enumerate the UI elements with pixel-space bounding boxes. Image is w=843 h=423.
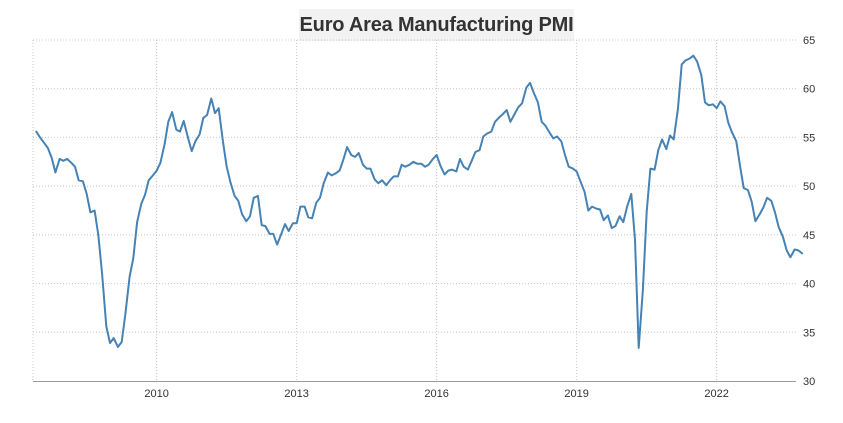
x-tick-label: 2022 [704, 388, 728, 400]
x-tick-label: 2019 [564, 388, 588, 400]
x-tick-label: 2010 [144, 388, 168, 400]
y-tick-label: 60 [803, 84, 815, 96]
grid-layer [32, 39, 796, 381]
y-tick-label: 55 [803, 132, 815, 144]
x-tick-label: 2016 [424, 388, 448, 400]
y-tick-label: 50 [803, 181, 815, 193]
y-tick-label: 45 [803, 230, 815, 242]
chart-title: Euro Area Manufacturing PMI [299, 13, 574, 36]
y-tick-label: 35 [803, 327, 815, 339]
series-line [35, 54, 804, 349]
y-tick-label: 40 [803, 279, 815, 291]
y-tick-label: 65 [803, 35, 815, 47]
series-layer [35, 54, 804, 349]
chart-title-box: Euro Area Manufacturing PMI [299, 9, 574, 41]
axis-layer: 30 35 40 45 50 55 60 65 2010 2013 2016 2019 2022 [33, 35, 815, 400]
y-tick-label: 30 [803, 376, 815, 388]
x-tick-label: 2013 [284, 388, 308, 400]
